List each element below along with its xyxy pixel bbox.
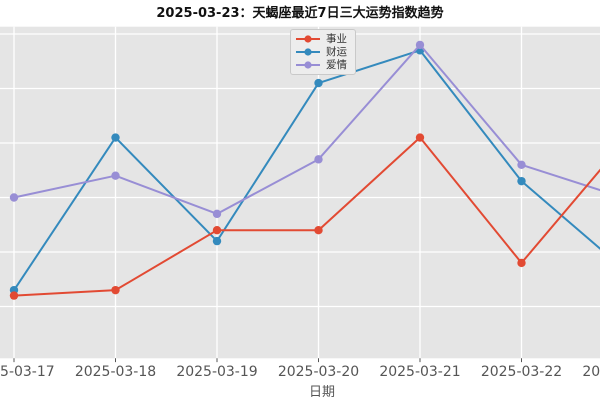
data-point-career xyxy=(9,291,19,300)
chart-title: 2025-03-23：天蝎座最近7日三大运势指数趋势 xyxy=(156,6,444,21)
legend-marker-wealth-icon xyxy=(296,48,320,56)
data-point-career xyxy=(111,285,120,295)
x-tick-label: 2025-03-23 xyxy=(582,364,600,380)
legend-item-love: 爱情 xyxy=(296,59,347,71)
legend-label-wealth: 财运 xyxy=(326,46,347,58)
data-point-career xyxy=(517,258,526,268)
x-tick-label: 2025-03-18 xyxy=(75,364,156,380)
data-point-wealth xyxy=(314,78,323,88)
legend-item-career: 事业 xyxy=(296,33,347,45)
data-point-career xyxy=(212,226,222,235)
data-point-love xyxy=(9,193,19,202)
x-tick-label: 2025-03-19 xyxy=(176,364,257,380)
legend: 事业 财运 爱情 xyxy=(290,29,356,75)
legend-marker-career-icon xyxy=(296,35,320,43)
x-axis-label: 日期 xyxy=(309,385,335,400)
data-point-wealth xyxy=(212,236,222,246)
data-point-career xyxy=(415,133,425,142)
legend-label-career: 事业 xyxy=(326,33,347,45)
x-tick-label: 2025-03-22 xyxy=(481,364,562,380)
x-tick-label: 2025-03-20 xyxy=(278,364,359,380)
data-point-love xyxy=(415,40,425,50)
data-point-love xyxy=(111,171,120,180)
legend-marker-love-icon xyxy=(296,61,320,69)
legend-label-love: 爱情 xyxy=(326,59,347,71)
x-tick-label: 2025-03-17 xyxy=(0,364,55,380)
data-point-love xyxy=(212,209,222,219)
data-point-career xyxy=(314,226,323,235)
data-point-wealth xyxy=(517,176,526,186)
x-tick-label: 2025-03-21 xyxy=(379,364,460,380)
data-point-wealth xyxy=(111,133,120,142)
data-point-love xyxy=(517,160,526,169)
legend-item-wealth: 财运 xyxy=(296,46,347,58)
data-point-love xyxy=(314,155,323,164)
plot-background xyxy=(0,26,600,359)
